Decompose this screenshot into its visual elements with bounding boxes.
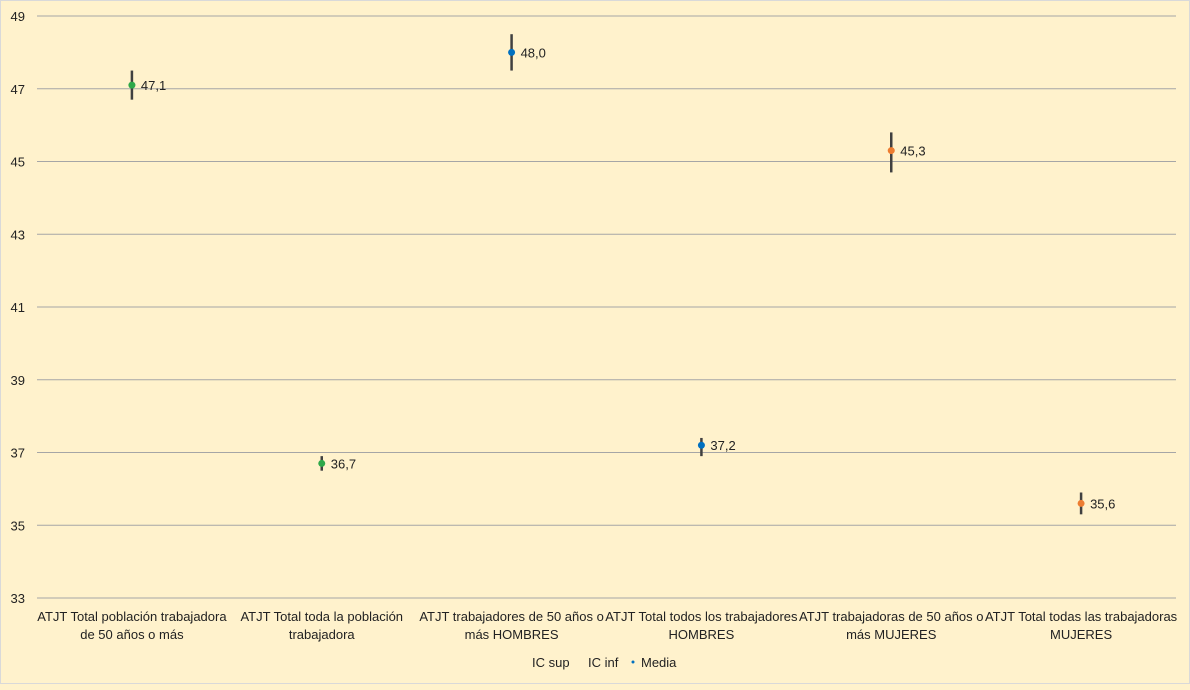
legend-media: Media bbox=[641, 655, 677, 670]
data-label: 48,0 bbox=[521, 45, 546, 60]
x-tick-label: ATJT Total población trabajadora bbox=[37, 609, 227, 624]
data-label: 36,7 bbox=[331, 456, 356, 471]
x-tick-label: ATJT Total toda la población bbox=[240, 609, 403, 624]
legend-media-marker bbox=[631, 660, 635, 664]
legend-ic-inf: IC inf bbox=[588, 655, 619, 670]
mean-point bbox=[128, 81, 136, 89]
mean-point bbox=[508, 48, 516, 56]
y-tick-label: 37 bbox=[11, 446, 25, 461]
y-tick-label: 33 bbox=[11, 591, 25, 606]
mean-point bbox=[887, 147, 895, 155]
x-tick-label: ATJT Total todas las trabajadoras bbox=[985, 609, 1178, 624]
data-label: 37,2 bbox=[710, 438, 735, 453]
y-tick-label: 43 bbox=[11, 227, 25, 242]
data-label: 47,1 bbox=[141, 78, 166, 93]
x-tick-label: más HOMBRES bbox=[465, 627, 559, 642]
x-tick-label: MUJERES bbox=[1050, 627, 1112, 642]
x-tick-label: trabajadora bbox=[289, 627, 356, 642]
data-label: 45,3 bbox=[900, 144, 925, 159]
x-tick-label: más MUJERES bbox=[846, 627, 937, 642]
y-tick-label: 39 bbox=[11, 373, 25, 388]
y-tick-label: 47 bbox=[11, 82, 25, 97]
y-tick-label: 35 bbox=[11, 518, 25, 533]
data-label: 35,6 bbox=[1090, 496, 1115, 511]
x-tick-label: ATJT Total todos los trabajadores bbox=[605, 609, 798, 624]
y-tick-label: 49 bbox=[11, 9, 25, 24]
x-tick-label: ATJT trabajadores de 50 años o bbox=[419, 609, 604, 624]
x-tick-label: HOMBRES bbox=[669, 627, 735, 642]
y-tick-label: 41 bbox=[11, 300, 25, 315]
legend-ic-sup: IC sup bbox=[532, 655, 570, 670]
mean-point bbox=[1077, 499, 1085, 507]
x-tick-label: ATJT trabajadoras de 50 años o bbox=[799, 609, 984, 624]
mean-point bbox=[318, 459, 326, 467]
y-tick-label: 45 bbox=[11, 155, 25, 170]
x-tick-label: de 50 años o más bbox=[80, 627, 184, 642]
mean-point bbox=[697, 441, 705, 449]
